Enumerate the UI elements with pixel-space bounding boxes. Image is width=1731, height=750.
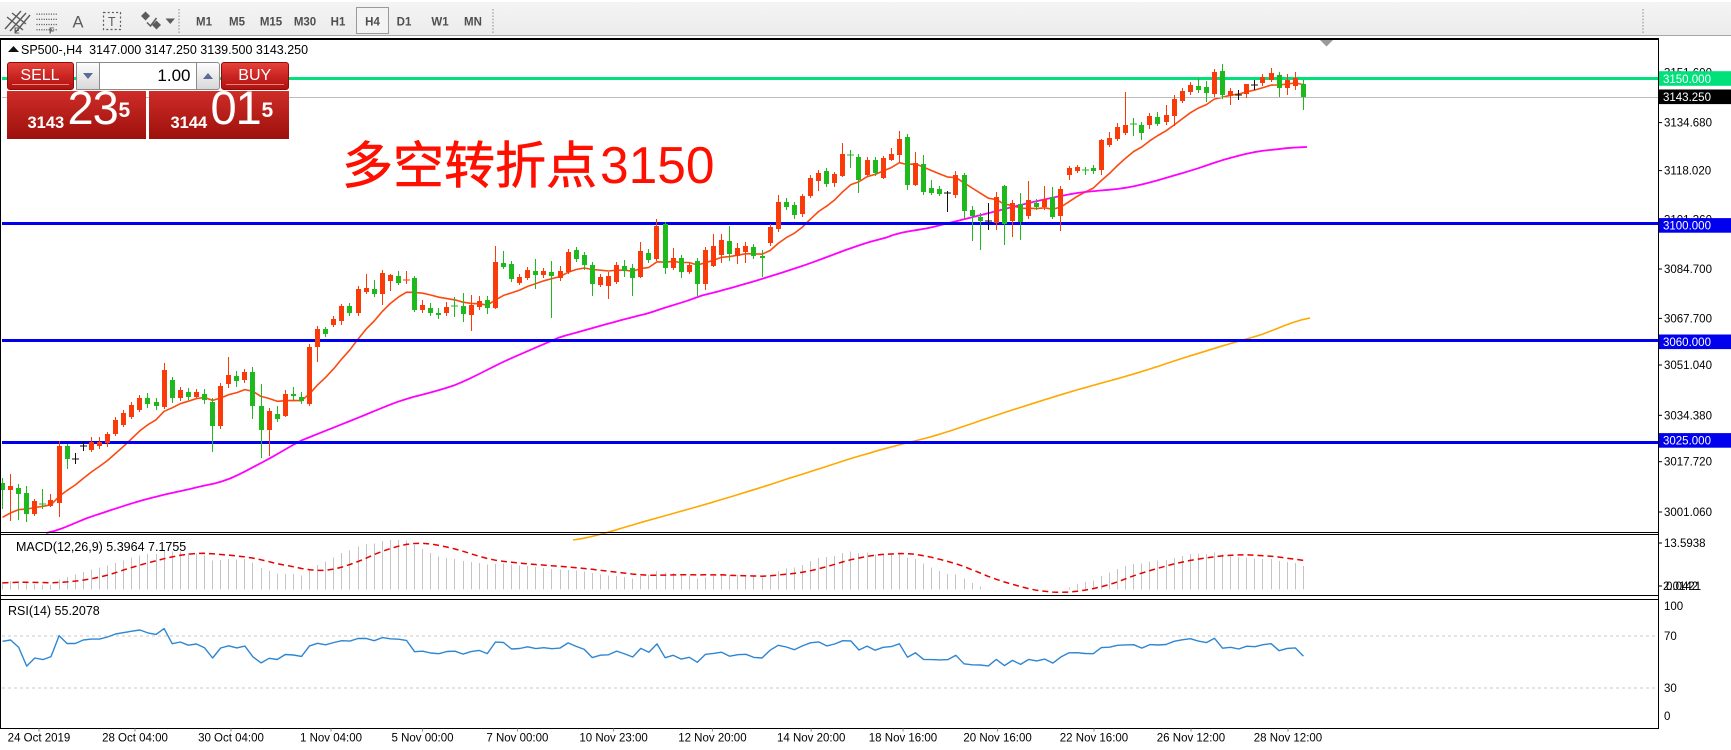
svg-text:H4: H4 — [365, 17, 380, 29]
svg-text:3067.700: 3067.700 — [1664, 313, 1712, 325]
svg-text:70: 70 — [1664, 631, 1677, 643]
svg-text:20 Nov 16:00: 20 Nov 16:00 — [963, 733, 1031, 745]
svg-text:M30: M30 — [294, 17, 316, 29]
svg-text:26 Nov 12:00: 26 Nov 12:00 — [1157, 733, 1225, 745]
svg-text:SP500-,H4 3147.000 3147.250 3: SP500-,H4 3147.000 3147.250 3139.500 314… — [21, 43, 308, 57]
svg-text:3143.250: 3143.250 — [1663, 92, 1711, 104]
svg-text:RSI(14) 55.2078: RSI(14) 55.2078 — [8, 604, 100, 618]
svg-text:5 Nov 00:00: 5 Nov 00:00 — [391, 733, 453, 745]
svg-text:2.0142: 2.0142 — [1663, 581, 1698, 593]
svg-text:3150: 3150 — [600, 136, 715, 194]
svg-text:14 Nov 20:00: 14 Nov 20:00 — [777, 733, 845, 745]
svg-text:1 Nov 04:00: 1 Nov 04:00 — [300, 733, 362, 745]
svg-text:3017.720: 3017.720 — [1664, 457, 1712, 469]
svg-text:24 Oct 2019: 24 Oct 2019 — [8, 733, 71, 745]
svg-text:100: 100 — [1664, 601, 1683, 613]
svg-text:H1: H1 — [331, 17, 346, 29]
svg-text:28 Nov 12:00: 28 Nov 12:00 — [1254, 733, 1322, 745]
svg-text:30 Oct 04:00: 30 Oct 04:00 — [198, 733, 264, 745]
svg-text:12 Nov 20:00: 12 Nov 20:00 — [678, 733, 746, 745]
svg-text:3118.020: 3118.020 — [1664, 166, 1711, 178]
svg-text:M5: M5 — [229, 17, 246, 29]
svg-text:10 Nov 23:00: 10 Nov 23:00 — [579, 733, 647, 745]
svg-text:M15: M15 — [260, 17, 283, 29]
svg-text:18 Nov 16:00: 18 Nov 16:00 — [869, 733, 937, 745]
svg-text:F: F — [49, 26, 54, 36]
svg-text:A: A — [73, 14, 84, 32]
svg-text:3150.000: 3150.000 — [1663, 74, 1711, 86]
svg-text:3051.040: 3051.040 — [1664, 360, 1712, 372]
svg-text:0: 0 — [1664, 711, 1670, 723]
svg-text:W1: W1 — [431, 17, 449, 29]
svg-text:30: 30 — [1664, 683, 1677, 695]
svg-text:13.5938: 13.5938 — [1664, 538, 1706, 550]
svg-text:D1: D1 — [397, 17, 412, 29]
svg-text:MACD(12,26,9) 5.3964 7.1755: MACD(12,26,9) 5.3964 7.1755 — [16, 540, 186, 554]
svg-text:3001.060: 3001.060 — [1664, 507, 1712, 519]
svg-text:T: T — [108, 15, 116, 29]
svg-text:E: E — [14, 26, 20, 36]
svg-text:0.0421: 0.0421 — [1666, 581, 1701, 593]
svg-text:3134.680: 3134.680 — [1664, 118, 1712, 130]
svg-text:3025.000: 3025.000 — [1663, 436, 1711, 448]
svg-text:7 Nov 00:00: 7 Nov 00:00 — [486, 733, 548, 745]
svg-text:3100.000: 3100.000 — [1663, 221, 1711, 233]
svg-text:3060.000: 3060.000 — [1663, 337, 1711, 349]
svg-text:28 Oct 04:00: 28 Oct 04:00 — [102, 733, 168, 745]
svg-text:M1: M1 — [196, 17, 213, 29]
svg-text:MN: MN — [464, 17, 482, 29]
svg-text:3034.380: 3034.380 — [1664, 410, 1712, 422]
svg-text:3084.700: 3084.700 — [1664, 264, 1712, 276]
svg-text:22 Nov 16:00: 22 Nov 16:00 — [1060, 733, 1128, 745]
